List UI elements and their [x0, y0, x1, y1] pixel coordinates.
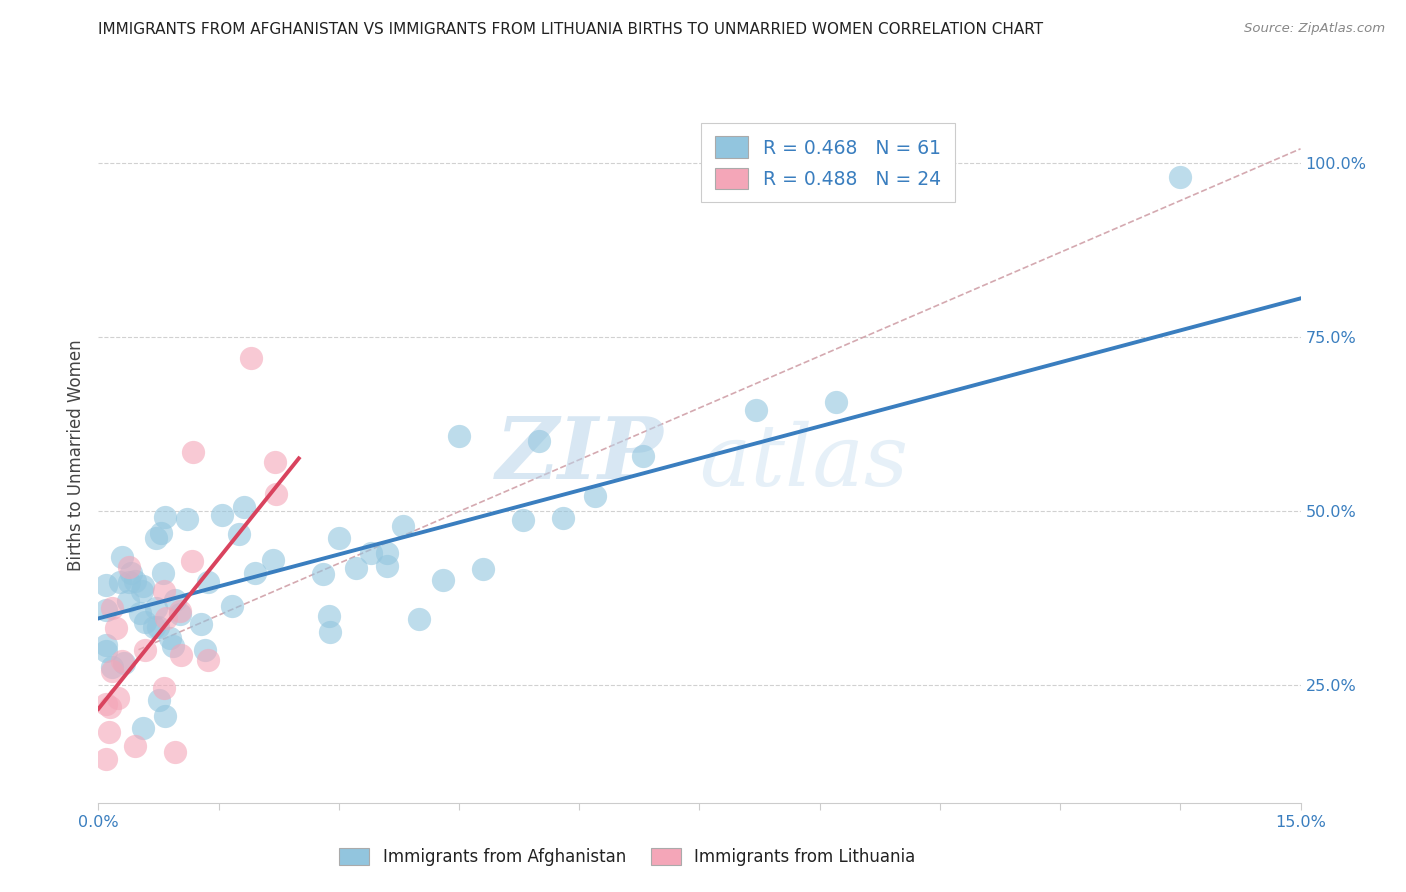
Point — [117, 593, 139, 607]
Point — [129, 606, 152, 620]
Point — [142, 619, 165, 633]
Text: atlas: atlas — [699, 420, 908, 503]
Point — [228, 526, 250, 541]
Point — [197, 574, 219, 589]
Point — [328, 531, 350, 545]
Point — [124, 739, 146, 753]
Point — [512, 513, 534, 527]
Text: IMMIGRANTS FROM AFGHANISTAN VS IMMIGRANTS FROM LITHUANIA BIRTHS TO UNMARRIED WOM: IMMIGRANTS FROM AFGHANISTAN VS IMMIGRANT… — [98, 22, 1043, 37]
Point — [375, 546, 398, 560]
Y-axis label: Births to Unmarried Women: Births to Unmarried Women — [66, 339, 84, 571]
Point — [264, 487, 287, 501]
Point — [96, 698, 118, 712]
Point — [124, 574, 146, 589]
Point — [233, 500, 256, 514]
Point — [145, 531, 167, 545]
Point — [96, 752, 118, 766]
Point — [132, 722, 155, 736]
Point — [153, 681, 176, 695]
Point — [194, 643, 217, 657]
Point — [744, 403, 766, 417]
Point — [169, 607, 191, 621]
Text: Source: ZipAtlas.com: Source: ZipAtlas.com — [1244, 22, 1385, 36]
Point — [107, 691, 129, 706]
Point — [239, 351, 262, 365]
Point — [408, 612, 430, 626]
Point — [447, 429, 470, 443]
Point — [633, 449, 655, 463]
Point — [262, 553, 284, 567]
Point — [105, 622, 128, 636]
Point — [162, 639, 184, 653]
Point — [392, 519, 415, 533]
Legend: Immigrants from Afghanistan, Immigrants from Lithuania: Immigrants from Afghanistan, Immigrants … — [330, 839, 924, 874]
Point — [190, 617, 212, 632]
Point — [163, 593, 186, 607]
Point — [110, 549, 132, 564]
Point — [132, 579, 155, 593]
Point — [145, 600, 167, 615]
Point — [243, 566, 266, 581]
Point — [169, 604, 191, 618]
Point — [155, 611, 177, 625]
Point — [101, 660, 124, 674]
Point — [221, 599, 243, 613]
Point — [1170, 169, 1192, 184]
Point — [312, 566, 335, 581]
Point — [176, 512, 198, 526]
Point — [131, 583, 153, 598]
Point — [96, 644, 118, 658]
Point — [100, 600, 122, 615]
Point — [432, 573, 454, 587]
Point — [344, 561, 367, 575]
Point — [96, 638, 118, 652]
Point — [170, 648, 193, 662]
Point — [153, 510, 176, 524]
Point — [553, 510, 575, 524]
Point — [118, 560, 141, 574]
Point — [181, 445, 204, 459]
Point — [583, 489, 606, 503]
Point — [197, 653, 219, 667]
Point — [149, 525, 172, 540]
Point — [118, 574, 141, 589]
Point — [101, 664, 124, 678]
Point — [97, 724, 120, 739]
Point — [111, 654, 134, 668]
Point — [155, 708, 177, 723]
Point — [96, 603, 118, 617]
Point — [112, 656, 135, 670]
Point — [134, 615, 156, 629]
Point — [318, 625, 340, 640]
Point — [211, 508, 233, 522]
Point — [148, 693, 170, 707]
Point — [263, 455, 285, 469]
Point — [529, 434, 551, 448]
Point — [110, 574, 132, 589]
Point — [318, 608, 340, 623]
Point — [159, 632, 181, 646]
Point — [120, 566, 142, 581]
Point — [181, 554, 204, 568]
Point — [375, 559, 398, 574]
Point — [134, 642, 156, 657]
Point — [96, 578, 118, 592]
Point — [824, 395, 846, 409]
Text: ZIP: ZIP — [495, 413, 664, 497]
Point — [152, 566, 174, 580]
Point — [153, 584, 176, 599]
Point — [146, 620, 169, 634]
Point — [98, 700, 121, 714]
Point — [360, 546, 382, 560]
Point — [165, 745, 187, 759]
Point — [472, 562, 495, 576]
